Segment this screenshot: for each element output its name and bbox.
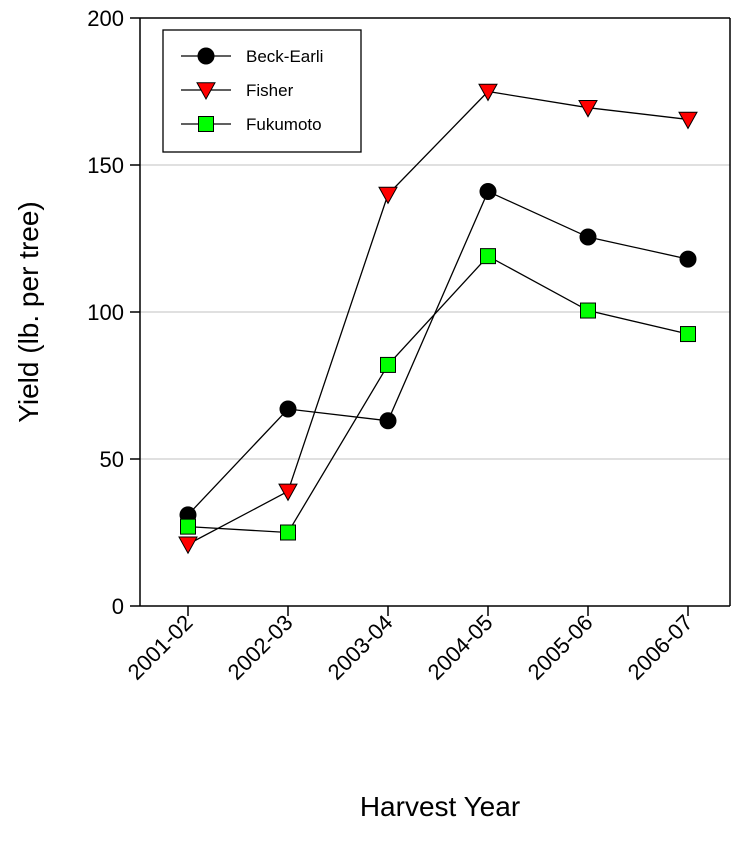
series-beck-earli	[179, 182, 697, 524]
series-fukumoto	[180, 248, 696, 541]
legend-box	[162, 29, 362, 153]
y-tick-label: 0	[112, 594, 124, 619]
legend-marker-beck-earli	[197, 47, 215, 65]
data-point-beck-earli	[279, 400, 297, 418]
data-point-fisher	[578, 99, 598, 118]
y-tick-label: 150	[87, 153, 124, 178]
legend-marker-fukumoto	[198, 116, 214, 132]
data-point-beck-earli	[679, 250, 697, 268]
y-axis-ticks: 0 50 100 150 200	[87, 6, 140, 619]
series-fisher	[178, 83, 698, 555]
y-tick-label: 200	[87, 6, 124, 31]
series-line-fukumoto	[187, 255, 689, 534]
series-line-fisher	[187, 90, 689, 545]
data-point-fisher	[278, 483, 298, 502]
legend-label-fisher: Fisher	[246, 81, 294, 100]
series-group	[178, 83, 698, 555]
x-axis-ticks: 2001-02 2002-03 2003-04 2004-05 2005-06 2006-…	[123, 606, 698, 685]
x-tick-label: 2006-07	[623, 610, 698, 685]
data-point-beck-earli	[379, 412, 397, 430]
x-tick-label: 2001-02	[123, 610, 198, 685]
legend-marker-fisher	[196, 82, 216, 101]
legend: Beck-Earli Fisher Fukumoto	[162, 29, 362, 153]
data-point-fukumoto	[480, 248, 496, 265]
legend-label-beck-earli: Beck-Earli	[246, 47, 323, 66]
data-point-fisher	[678, 111, 698, 130]
data-point-fukumoto	[680, 326, 696, 343]
y-tick-label: 50	[100, 447, 124, 472]
series-line-beck-earli	[187, 190, 689, 516]
data-point-fisher	[178, 536, 198, 555]
data-point-fisher	[478, 83, 498, 102]
data-point-fukumoto	[180, 518, 196, 535]
data-point-fisher	[378, 186, 398, 205]
x-axis-title: Harvest Year	[360, 791, 520, 822]
y-tick-label: 100	[87, 300, 124, 325]
data-point-beck-earli	[579, 228, 597, 246]
y-axis-title: Yield (lb. per tree)	[13, 201, 44, 423]
x-tick-label: 2002-03	[223, 610, 298, 685]
x-tick-label: 2003-04	[323, 610, 398, 685]
x-tick-label: 2005-06	[523, 610, 598, 685]
data-point-fukumoto	[280, 524, 296, 541]
data-point-beck-earli	[479, 182, 497, 200]
data-point-fukumoto	[580, 302, 596, 319]
legend-label-fukumoto: Fukumoto	[246, 115, 322, 134]
axes	[139, 17, 731, 607]
data-point-fukumoto	[380, 356, 396, 373]
x-tick-label: 2004-05	[423, 610, 498, 685]
